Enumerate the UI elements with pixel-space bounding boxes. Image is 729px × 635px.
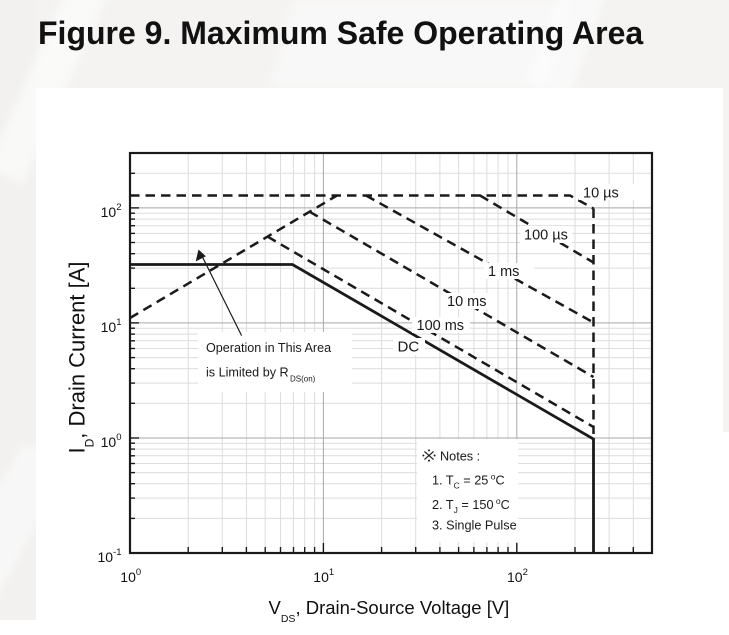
svg-text:10-1: 10-1 bbox=[97, 547, 121, 565]
svg-text:VDS, Drain-Source Voltage [V]: VDS, Drain-Source Voltage [V] bbox=[269, 597, 510, 625]
svg-text:101: 101 bbox=[101, 317, 122, 335]
svg-text:Notes :: Notes : bbox=[440, 450, 480, 464]
svg-text:3. Single Pulse: 3. Single Pulse bbox=[432, 519, 517, 533]
svg-text:100 µs: 100 µs bbox=[524, 228, 568, 244]
svg-text:101: 101 bbox=[313, 567, 334, 585]
svg-text:ID, Drain Current [A]: ID, Drain Current [A] bbox=[65, 261, 97, 453]
svg-text:102: 102 bbox=[101, 202, 122, 220]
svg-text:1. TC = 25 oC: 1. TC = 25 oC bbox=[432, 472, 505, 491]
svg-text:1 ms: 1 ms bbox=[488, 264, 519, 280]
svg-text:100: 100 bbox=[120, 567, 141, 585]
svg-text:is Limited by R: is Limited by R bbox=[206, 366, 289, 380]
svg-text:10 µs: 10 µs bbox=[583, 186, 619, 202]
svg-text:102: 102 bbox=[507, 567, 528, 585]
svg-text:2. TJ = 150 oC: 2. TJ = 150 oC bbox=[432, 496, 510, 515]
svg-text:DC: DC bbox=[398, 339, 420, 356]
svg-text:10 ms: 10 ms bbox=[447, 294, 487, 310]
svg-text:DS(on): DS(on) bbox=[290, 375, 316, 384]
svg-text:100: 100 bbox=[101, 432, 122, 450]
svg-text:Operation in This Area: Operation in This Area bbox=[206, 341, 331, 355]
svg-text:100 ms: 100 ms bbox=[417, 318, 465, 334]
